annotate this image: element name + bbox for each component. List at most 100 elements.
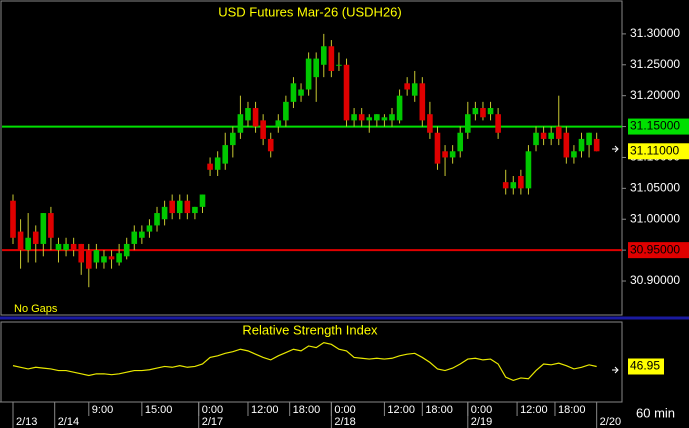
candle-body [70,243,77,251]
candle-body [555,126,562,139]
y-tick-label: 30.90000 [630,273,680,287]
candle-body [245,108,251,121]
candle-body [427,114,433,133]
candle-body [548,132,554,139]
candle-body [336,64,342,66]
candle-body [396,95,403,121]
candle-body [40,213,47,244]
candle-body [123,243,130,257]
candle-body [419,83,426,121]
candle-body [161,206,168,220]
candle-body [366,117,373,121]
x-tick-label: 18:00 [293,404,321,416]
candle-body [457,132,464,152]
price-panel [0,0,623,316]
candle-body [571,151,577,158]
x-tick-label: 0:00 [202,404,223,416]
candle-body [267,138,274,152]
candle-body [63,243,69,251]
candle-body [230,132,236,146]
date-tick-label: 2/19 [471,416,492,428]
rsi-title: Relative Strength Index [242,322,378,337]
candle-body [518,175,524,189]
candle-body [411,83,418,96]
candle-body [32,231,39,244]
candle-body [108,256,115,260]
candle-body [176,200,183,214]
candle-body [131,231,138,244]
candle-body [222,145,229,164]
candle-body [343,64,350,121]
last-price-bg [628,143,689,160]
candle-body [237,114,244,133]
x-tick-label: 12:00 [520,404,548,416]
interval: 60 min [636,405,675,420]
y-tick-label: 31.20000 [630,88,680,102]
candle-body [17,231,24,251]
x-tick-label: 9:00 [92,404,113,416]
candle-body [495,114,501,133]
chart-title: USD Futures Mar-26 (USDH26) [218,4,402,19]
x-tick-label: 18:00 [425,404,453,416]
level-label-bg [628,118,689,135]
candle-body [116,253,122,263]
candle-body [563,132,570,158]
candle-body [78,243,85,263]
candle-body [480,108,486,118]
candle-body [586,132,592,146]
x-tick-label: 12:00 [387,404,415,416]
candle-body [184,200,191,214]
rsi-last-label: 46.95 [630,359,660,373]
candle-body [358,114,365,121]
x-tick-label: 0:00 [334,404,355,416]
y-tick-label: 31.30000 [630,26,680,40]
candle-body [320,46,327,65]
candle-body [55,243,62,251]
candle-body [525,151,532,189]
note: No Gaps [14,303,58,315]
date-tick-label: 2/18 [334,416,355,428]
candle-body [328,46,335,71]
candle-body [169,200,175,214]
candle-body [313,58,319,78]
candle-body [593,138,600,152]
candle-body [10,200,16,238]
candle-body [275,120,282,127]
candle-body [93,250,100,263]
y-tick-label: 31.25000 [630,57,680,71]
candle-body [442,151,448,158]
date-tick-label: 2/14 [58,416,79,428]
candle-body [260,120,266,139]
candle-body [404,83,410,90]
candle-body [578,138,585,152]
x-tick-label: 0:00 [471,404,492,416]
candle-body [540,132,547,139]
candle-body [139,231,145,238]
rsi-line [12,342,597,382]
date-tick-label: 2/17 [202,416,223,428]
x-tick-label: 15:00 [145,404,173,416]
rsi-arrow [612,366,619,374]
candle-body [472,108,479,115]
candle-body [305,58,312,90]
candle-body [199,194,206,207]
candle-body [449,151,456,158]
candle-body [25,237,31,251]
candle-body [434,132,441,164]
candle-body [389,114,395,121]
x-tick-label: 12:00 [251,404,279,416]
level-label: 30.95000 [630,242,680,256]
candle-body [381,117,388,121]
candle-body [374,114,380,121]
candle-body [465,114,471,133]
rsi-last-bg [628,358,664,375]
date-tick-label: 2/20 [600,416,621,428]
y-tick-label: 31.05000 [630,181,680,195]
candle-body [192,206,198,214]
last-price-label: 31.11000 [630,143,679,157]
candle-body [252,108,259,127]
level-label: 31.15000 [630,119,680,133]
price-arrow [612,145,619,153]
candle-body [510,182,517,189]
